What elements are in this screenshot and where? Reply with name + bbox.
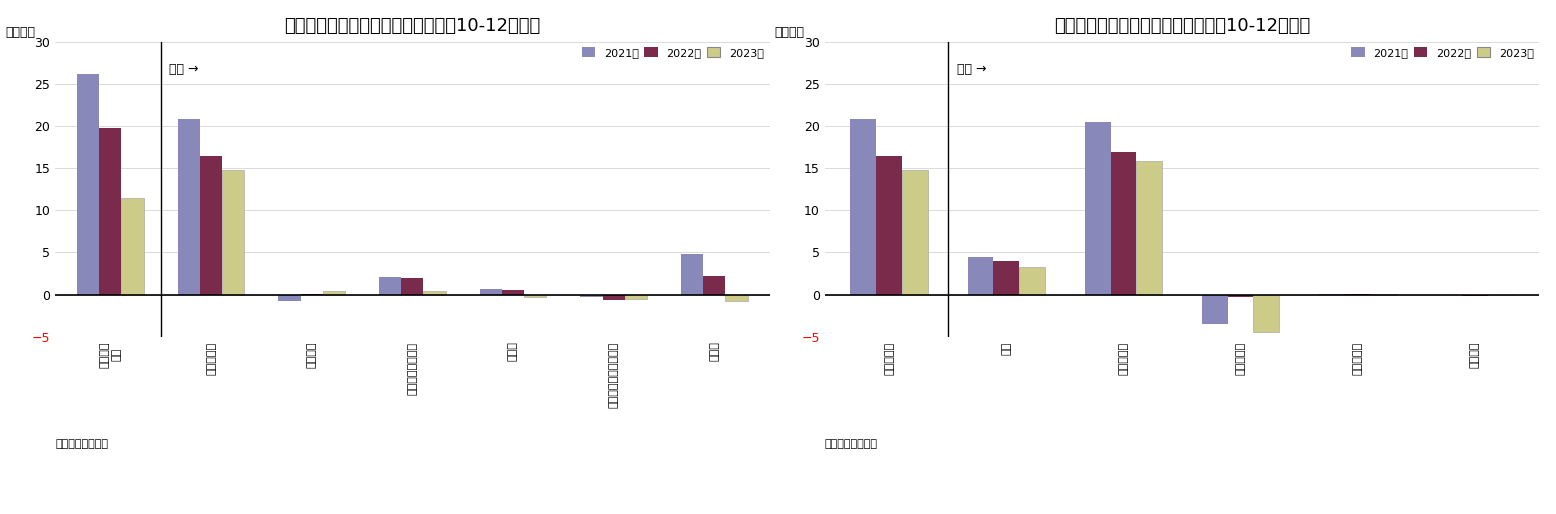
Bar — [876, 156, 902, 295]
Bar — [993, 261, 1019, 295]
Text: （資料）日本銀行: （資料）日本銀行 — [825, 439, 878, 449]
Bar — [1085, 122, 1111, 295]
Bar — [1136, 161, 1162, 295]
Bar — [968, 256, 993, 295]
Bar — [580, 295, 602, 297]
Title: （図表８）現・頲金のフロー（各年10-12月期）: （図表８）現・頲金のフロー（各年10-12月期） — [1053, 16, 1310, 34]
Bar — [401, 278, 423, 295]
Bar — [1111, 152, 1136, 295]
Text: （資料）日本銀行: （資料）日本銀行 — [54, 439, 107, 449]
Bar — [703, 276, 725, 295]
Bar — [223, 170, 244, 295]
Bar — [725, 295, 747, 301]
Bar — [1254, 295, 1279, 333]
Bar — [322, 291, 345, 295]
Bar — [503, 290, 524, 295]
Bar — [1463, 295, 1488, 296]
Bar — [78, 74, 100, 295]
Bar — [1488, 295, 1514, 296]
Legend: 2021年, 2022年, 2023年: 2021年, 2022年, 2023年 — [582, 47, 764, 58]
Text: （兆円）: （兆円） — [775, 26, 804, 39]
Bar — [100, 127, 121, 295]
Bar — [121, 198, 143, 295]
Bar — [851, 119, 876, 295]
Bar — [423, 291, 445, 295]
Title: （図表７）家計資産のフロー（各年10-12月期）: （図表７）家計資産のフロー（各年10-12月期） — [285, 16, 540, 34]
Bar — [682, 254, 703, 295]
Bar — [524, 295, 546, 297]
Bar — [1201, 295, 1228, 324]
Bar — [201, 156, 223, 295]
Bar — [1228, 295, 1254, 297]
Bar — [602, 295, 624, 300]
Bar — [279, 295, 300, 301]
Bar — [902, 170, 927, 295]
Text: （兆円）: （兆円） — [5, 26, 36, 39]
Bar — [479, 289, 503, 295]
Bar — [624, 295, 647, 299]
Legend: 2021年, 2022年, 2023年: 2021年, 2022年, 2023年 — [1351, 47, 1534, 58]
Bar — [1019, 267, 1046, 295]
Text: 内訳 →: 内訳 → — [168, 63, 198, 76]
Text: 内訳 →: 内訳 → — [957, 63, 987, 76]
Bar — [380, 277, 401, 295]
Bar — [177, 119, 201, 295]
Bar — [1436, 295, 1463, 296]
